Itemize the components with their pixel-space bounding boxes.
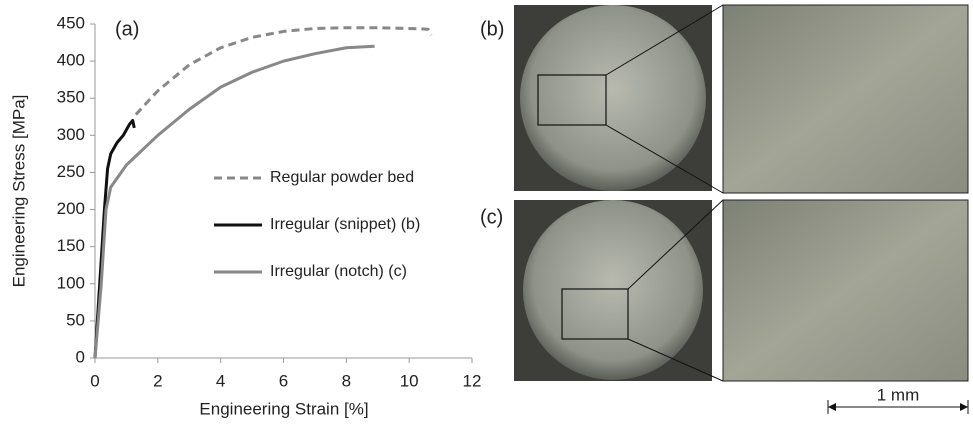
photo-b — [514, 5, 968, 193]
x-tick-label: 10 — [400, 371, 419, 390]
line — [95, 46, 375, 358]
x-tick-label: 2 — [153, 371, 162, 390]
line — [136, 28, 431, 115]
x-tick-label: 8 — [342, 371, 351, 390]
y-tick-label: 250 — [57, 162, 85, 181]
x-tick-label: 4 — [216, 371, 225, 390]
y-tick-label: 350 — [57, 88, 85, 107]
panel-label: (b) — [480, 18, 504, 40]
legend-label: Regular powder bed — [270, 169, 414, 186]
x-tick-label: 12 — [463, 371, 482, 390]
y-tick-label: 50 — [66, 310, 85, 329]
page: {"chart_data": {"type": "line", "xlabel"… — [0, 0, 973, 428]
panel-label: (a) — [115, 18, 139, 40]
y-tick-label: 300 — [57, 125, 85, 144]
y-tick-label: 400 — [57, 51, 85, 70]
y-axis-title: Engineering Stress [MPa] — [9, 95, 28, 288]
legend-label: Irregular (notch) (c) — [270, 263, 407, 280]
x-tick-label: 6 — [279, 371, 288, 390]
photo-c — [514, 200, 968, 381]
scale-label: 1 mm — [877, 385, 920, 404]
y-tick-label: 200 — [57, 199, 85, 218]
y-tick-label: 150 — [57, 236, 85, 255]
panel-label: (c) — [480, 206, 503, 228]
y-tick-label: 450 — [57, 13, 85, 32]
y-tick-label: 0 — [76, 347, 85, 366]
figure: 1 mm (a) (b) (c) Engineering Strain [%] … — [0, 0, 973, 423]
x-tick-label: 0 — [90, 371, 99, 390]
y-tick-label: 100 — [57, 273, 85, 292]
legend-label: Irregular (snippet) (b) — [270, 216, 420, 233]
line — [95, 120, 134, 358]
x-axis-title: Engineering Strain [%] — [199, 399, 368, 418]
